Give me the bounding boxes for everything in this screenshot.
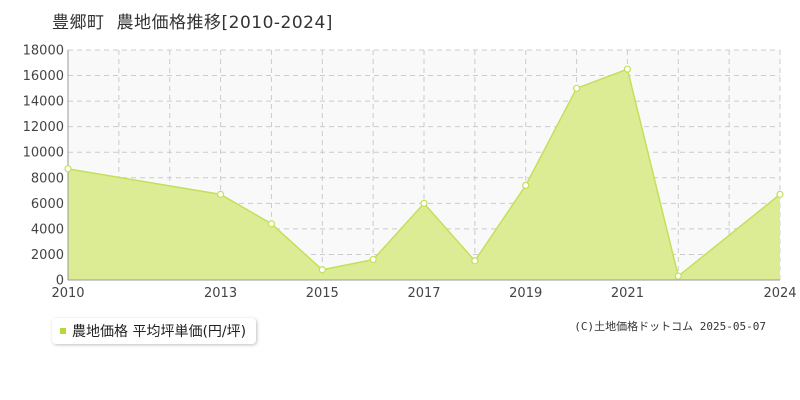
x-tick-label: 2015 (306, 286, 339, 301)
axes (67, 50, 780, 281)
data-point (623, 65, 632, 73)
data-point (318, 266, 326, 274)
data-point (420, 199, 428, 207)
data-point (64, 165, 72, 173)
legend-label: 農地価格 平均坪単価(円/坪) (72, 324, 247, 340)
chart-title: 豊郷町 農地価格推移[2010-2024] (52, 8, 333, 33)
y-tick-label: 0 (56, 274, 64, 289)
series-line (67, 68, 781, 278)
legend: 農地価格 平均坪単価(円/坪) (52, 318, 257, 344)
y-tick-label: 12000 (23, 120, 64, 135)
y-tick-label: 10000 (23, 146, 64, 161)
y-tick-label: 16000 (23, 69, 64, 84)
data-markers (64, 65, 784, 280)
y-tick-label: 4000 (31, 222, 64, 237)
y-tick-label: 18000 (23, 44, 64, 59)
y-tick-label: 2000 (31, 248, 64, 263)
x-tick-label: 2019 (509, 286, 542, 301)
x-tick-label: 2017 (407, 286, 440, 301)
x-tick-label: 2010 (51, 286, 84, 301)
data-point (572, 84, 581, 92)
credit-text: (C)土地価格ドットコム 2025-05-07 (574, 320, 766, 333)
data-point (216, 190, 225, 198)
data-point (267, 220, 276, 228)
title-subtitle: 農地価格推移[2010-2024] (116, 13, 333, 33)
x-tick-label: 2013 (204, 286, 237, 301)
data-point (369, 255, 377, 264)
y-tick-label: 8000 (31, 171, 64, 186)
data-point (776, 190, 784, 198)
series-area (68, 69, 780, 280)
y-tick-label: 14000 (23, 95, 64, 110)
x-tick-label: 2021 (611, 286, 644, 301)
data-point (674, 272, 682, 280)
x-tick-label: 2024 (763, 286, 796, 301)
y-tick-labels: 0 2000 4000 6000 8000 10000 12000 14000 16000 180… (23, 44, 64, 289)
data-point (471, 257, 479, 265)
data-point (522, 181, 530, 190)
title-town: 豊郷町 (52, 13, 105, 33)
y-tick-label: 6000 (31, 197, 64, 212)
x-tick-labels: 2010 2013 2015 2017 2019 2021 2024 (51, 286, 796, 301)
legend-swatch (60, 328, 66, 334)
